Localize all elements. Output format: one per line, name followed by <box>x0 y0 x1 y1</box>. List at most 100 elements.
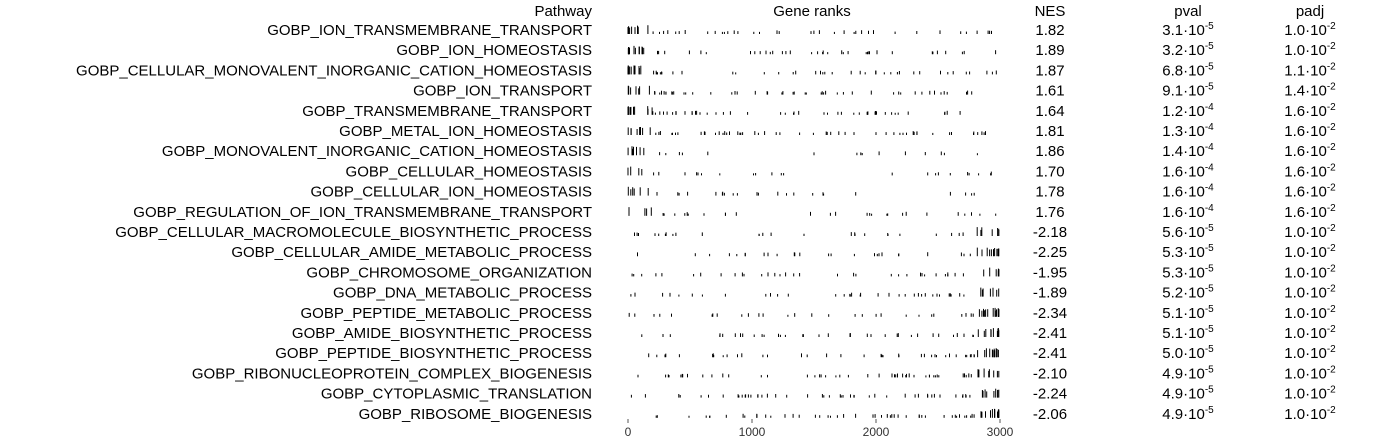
pval-value-mantissa: 1.6 <box>1162 163 1183 180</box>
padj-value-mantissa: 1.0 <box>1284 345 1305 362</box>
pathway-label: GOBP_RIBONUCLEOPROTEIN_COMPLEX_BIOGENESI… <box>192 365 592 382</box>
multiply-dot: ·10 <box>1183 244 1205 261</box>
pval-value: 1.2·10-4 <box>1162 102 1214 120</box>
nes-value: 1.86 <box>1035 143 1064 160</box>
pval-value: 5.1·10-5 <box>1162 304 1214 322</box>
padj-value: 1.0·10-2 <box>1284 284 1336 302</box>
padj-value-exponent: -2 <box>1327 364 1336 375</box>
multiply-dot: ·10 <box>1183 83 1205 100</box>
nes-value: -2.34 <box>1033 305 1067 322</box>
multiply-dot: ·10 <box>1305 83 1327 100</box>
multiply-dot: ·10 <box>1183 62 1205 79</box>
pval-value-mantissa: 5.1 <box>1162 325 1183 342</box>
pval-value-exponent: -5 <box>1205 344 1214 355</box>
pval-value: 5.0·10-5 <box>1162 344 1214 362</box>
gene-rank-barcodes <box>627 25 1000 418</box>
pval-value-exponent: -5 <box>1205 41 1214 52</box>
gene-rank-row <box>655 408 1000 418</box>
padj-value-mantissa: 1.6 <box>1284 163 1305 180</box>
padj-value: 1.6·10-2 <box>1284 142 1336 160</box>
gene-rank-row <box>627 166 992 176</box>
multiply-dot: ·10 <box>1183 143 1205 160</box>
padj-value: 1.0·10-2 <box>1284 41 1336 59</box>
padj-value-exponent: -2 <box>1327 304 1336 315</box>
padj-value-exponent: -2 <box>1327 41 1336 52</box>
pval-value-exponent: -5 <box>1205 405 1214 416</box>
pval-value: 1.4·10-4 <box>1162 142 1214 160</box>
pathway-label: GOBP_CELLULAR_ION_HOMEOSTASIS <box>311 184 592 201</box>
pval-value-exponent: -5 <box>1205 304 1214 315</box>
header-padj: padj <box>1296 3 1324 20</box>
padj-value-exponent: -2 <box>1327 61 1336 72</box>
pval-value-exponent: -4 <box>1205 162 1214 173</box>
pval-value-mantissa: 5.1 <box>1162 305 1183 322</box>
gene-rank-row <box>648 348 999 358</box>
pval-value-mantissa: 4.9 <box>1162 365 1183 382</box>
padj-value-mantissa: 1.6 <box>1284 204 1305 221</box>
pval-value: 3.1·10-5 <box>1162 21 1214 39</box>
padj-value-exponent: -2 <box>1327 142 1336 153</box>
padj-value-mantissa: 1.0 <box>1284 386 1305 403</box>
pval-value-exponent: -4 <box>1205 203 1214 214</box>
table-rows: GOBP_ION_TRANSMEMBRANE_TRANSPORT 1.82 3.1·… <box>76 21 1336 423</box>
pval-value-exponent: -5 <box>1205 324 1214 335</box>
multiply-dot: ·10 <box>1305 264 1327 281</box>
nes-value: -2.10 <box>1033 365 1067 382</box>
x-axis-tick-label: 1000 <box>739 425 766 439</box>
padj-value: 1.6·10-2 <box>1284 162 1336 180</box>
nes-value: -2.41 <box>1033 325 1067 342</box>
gene-rank-row <box>627 106 961 115</box>
pval-value-mantissa: 1.3 <box>1162 123 1183 140</box>
gene-rank-row <box>630 388 1000 398</box>
pval-value-mantissa: 1.6 <box>1162 184 1183 201</box>
pathway-label: GOBP_CELLULAR_AMIDE_METABOLIC_PROCESS <box>231 244 592 261</box>
padj-value-mantissa: 1.0 <box>1284 244 1305 261</box>
padj-value: 1.6·10-2 <box>1284 102 1336 120</box>
x-axis-tick-label: 2000 <box>863 425 890 439</box>
pval-value: 1.6·10-4 <box>1162 203 1214 221</box>
padj-value-exponent: -2 <box>1327 344 1336 355</box>
pval-value-mantissa: 5.0 <box>1162 345 1183 362</box>
gene-rank-row <box>627 127 986 135</box>
pval-value-mantissa: 3.1 <box>1162 22 1183 39</box>
pathway-label: GOBP_CHROMOSOME_ORGANIZATION <box>306 264 592 281</box>
padj-value-exponent: -2 <box>1327 385 1336 396</box>
padj-value-exponent: -2 <box>1327 284 1336 295</box>
pval-value: 5.3·10-5 <box>1162 263 1214 281</box>
pval-value: 5.6·10-5 <box>1162 223 1214 241</box>
pathway-label: GOBP_REGULATION_OF_ION_TRANSMEMBRANE_TRA… <box>133 204 592 221</box>
pathway-label: GOBP_PEPTIDE_BIOSYNTHETIC_PROCESS <box>275 345 592 362</box>
gene-rank-row <box>627 186 975 196</box>
padj-value-mantissa: 1.4 <box>1284 83 1305 100</box>
pval-value-mantissa: 4.9 <box>1162 406 1183 423</box>
pval-value-mantissa: 3.2 <box>1162 42 1183 59</box>
gene-rank-row <box>627 65 997 75</box>
padj-value-mantissa: 1.0 <box>1284 285 1305 302</box>
pval-value-mantissa: 6.8 <box>1162 62 1183 79</box>
header-nes: NES <box>1035 3 1066 20</box>
pval-value: 5.3·10-5 <box>1162 243 1214 261</box>
gene-rank-row <box>637 368 1000 378</box>
padj-value-mantissa: 1.0 <box>1284 406 1305 423</box>
pathway-label: GOBP_CELLULAR_MACROMOLECULE_BIOSYNTHETIC… <box>115 224 592 241</box>
pval-value-exponent: -5 <box>1205 82 1214 93</box>
gene-rank-row <box>627 85 973 95</box>
multiply-dot: ·10 <box>1305 163 1327 180</box>
gene-rank-row <box>628 207 997 216</box>
pathway-label: GOBP_CELLULAR_MONOVALENT_INORGANIC_CATIO… <box>76 62 592 79</box>
pval-value-mantissa: 1.6 <box>1162 204 1183 221</box>
pathway-label: GOBP_AMIDE_BIOSYNTHETIC_PROCESS <box>292 325 592 342</box>
padj-value: 1.0·10-2 <box>1284 21 1336 39</box>
multiply-dot: ·10 <box>1305 62 1327 79</box>
pathway-label: GOBP_ION_HOMEOSTASIS <box>396 42 592 59</box>
multiply-dot: ·10 <box>1183 285 1205 302</box>
multiply-dot: ·10 <box>1305 325 1327 342</box>
nes-value: -2.41 <box>1033 345 1067 362</box>
padj-value: 1.0·10-2 <box>1284 223 1336 241</box>
pval-value-exponent: -5 <box>1205 243 1214 254</box>
x-axis-tick-label: 0 <box>625 425 632 439</box>
multiply-dot: ·10 <box>1305 305 1327 322</box>
pval-value-mantissa: 4.9 <box>1162 386 1183 403</box>
padj-value: 1.0·10-2 <box>1284 405 1336 423</box>
nes-value: -1.89 <box>1033 285 1067 302</box>
